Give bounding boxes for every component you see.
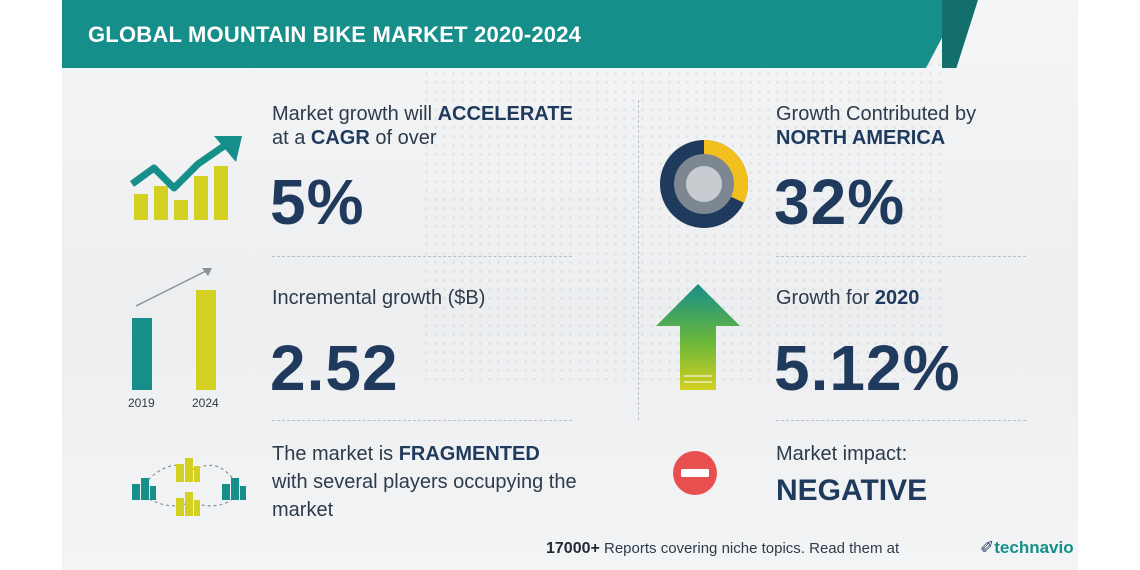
page-title: GLOBAL MOUNTAIN BIKE MARKET 2020-2024 — [88, 22, 582, 47]
yoy-value: 5.12% — [774, 332, 961, 404]
title-banner-accent — [942, 0, 978, 68]
cagr-text-line2-bold: CAGR — [310, 127, 370, 149]
cagr-text-line1: Market growth will ACCELERATE — [272, 102, 573, 126]
divider-right-2 — [776, 420, 1026, 421]
title-banner — [62, 0, 962, 68]
rising-bar-chart-icon — [129, 136, 242, 220]
yoy-label-pre: Growth for — [776, 287, 875, 309]
region-value: 32% — [774, 166, 906, 238]
fragmented-text-line1-bold: FRAGMENTED — [398, 443, 540, 465]
fragmented-text-line2: with several players occupying the — [272, 471, 577, 493]
incremental-label: Incremental growth ($B) — [272, 287, 486, 309]
region-text-line1: Growth Contributed by — [776, 103, 977, 125]
footer-text: 17000+ Reports covering niche topics. Re… — [546, 540, 899, 558]
cagr-text-line2-post: of over — [369, 127, 437, 149]
technavio-logo-icon: ✐ — [980, 538, 995, 557]
divider-left-2 — [272, 420, 572, 421]
cagr-text-line1-bold: ACCELERATE — [437, 103, 573, 125]
cagr-value: 5% — [270, 166, 365, 238]
buildings-network-icon — [132, 458, 246, 516]
up-arrow-icon — [656, 284, 740, 390]
region-name: NORTH AMERICA — [776, 127, 946, 149]
yoy-label-year: 2020 — [874, 287, 920, 309]
incremental-value: 2.52 — [270, 332, 399, 404]
technavio-logo-text: technavio — [994, 538, 1074, 557]
impact-value: NEGATIVE — [776, 474, 928, 507]
cagr-text-line1-pre: Market growth will — [272, 103, 438, 125]
minus-circle-icon — [673, 451, 717, 495]
donut-chart-icon — [660, 140, 748, 228]
year-start-label: 2019 — [128, 396, 155, 410]
cagr-text-line2: at a CAGR of over — [272, 126, 437, 150]
fragmented-text-line3: market — [272, 499, 334, 521]
yoy-label: Growth for 2020 — [776, 286, 919, 310]
footer-count: 17000+ — [546, 540, 600, 557]
center-divider — [638, 100, 639, 420]
divider-right-1 — [776, 256, 1026, 257]
footer-description: Reports covering niche topics. Read them… — [599, 540, 900, 557]
year-end-label: 2024 — [192, 396, 219, 410]
fragmented-text-line1: The market is FRAGMENTED — [272, 442, 540, 466]
two-bar-chart-icon — [132, 268, 216, 390]
cagr-text-line2-pre: at a — [272, 127, 311, 149]
technavio-logo[interactable]: ✐technavio — [980, 538, 1074, 558]
infographic-canvas: GLOBAL MOUNTAIN BIKE MARKET 2020-2024 Ma… — [62, 0, 1078, 570]
fragmented-text-line1-pre: The market is — [272, 443, 399, 465]
impact-label: Market impact: — [776, 443, 908, 465]
divider-left-1 — [272, 256, 572, 257]
region-text-line2: NORTH AMERICA — [776, 126, 945, 150]
